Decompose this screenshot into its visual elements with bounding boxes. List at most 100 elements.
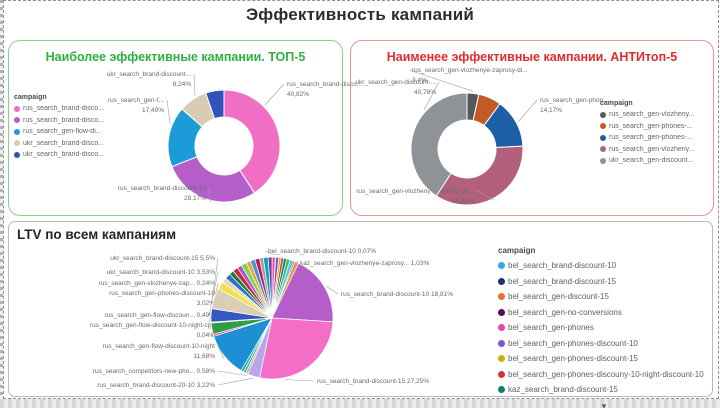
legend-item-label: ukr_search_gen-discount... <box>609 157 694 164</box>
slice-label: 28,17% <box>184 195 206 202</box>
legend-item[interactable]: bel_search_gen-phones-discount-15 <box>498 354 710 363</box>
legend-item-label: bel_search_gen-phones <box>508 323 594 332</box>
slice-label: rus_search_brand-disco... <box>287 81 362 88</box>
legend-item[interactable]: bel_search_brand-discount-10 <box>498 261 710 270</box>
legend-item[interactable]: bel_search_gen-phones <box>498 323 710 332</box>
callout-line <box>166 99 171 125</box>
legend-item[interactable]: bel_search_gen-phones-discount-10 <box>498 339 710 348</box>
legend-item-label: bel_search_gen-phones-discount-10 <box>508 338 638 348</box>
legend-items: rus_search_brand-disco... rus_search_bran… <box>14 105 122 158</box>
callout-line <box>423 81 440 111</box>
slice-label: rus_search_brand-discount-10 18,81% <box>341 291 453 298</box>
callout-line <box>326 286 339 295</box>
legend-swatch <box>600 111 606 118</box>
legend-item[interactable]: ukr_search_brand-disco... <box>14 151 122 158</box>
slice-label: kaz_search_gen-vlozhenye-zaprosy... 1,03… <box>300 260 429 267</box>
slice-label: rus_search_brand-discount-20-10 3,22% <box>97 382 215 389</box>
slice-label: 14,17% <box>540 107 562 114</box>
legend-item[interactable]: rus_search_gen-phones-... <box>600 123 710 130</box>
callout-line <box>285 379 315 382</box>
legend-item[interactable]: ukr_search_brand-disco... <box>14 140 122 147</box>
legend-item[interactable]: rus_search_gen-phones-... <box>600 134 710 141</box>
legend-item-label: rus_search_gen-phones-... <box>609 122 693 130</box>
legend-item[interactable]: ukr_search_gen-discount... <box>600 157 710 164</box>
pie-slice[interactable] <box>267 256 273 319</box>
legend-item[interactable]: kaz_search_brand-discount-15 <box>498 385 710 394</box>
callout-line <box>264 250 276 256</box>
legend-swatch <box>498 293 505 300</box>
slice-label: rus_search_gen-phones-discount-10 <box>109 290 215 297</box>
legend-item[interactable]: bel_search_brand-discount-15 <box>498 277 710 286</box>
legend-item[interactable]: bel_search_gen-no-conversions <box>498 308 710 317</box>
legend-item-label: bel_search_gen-phones-discouny-10-night-… <box>508 369 704 379</box>
legend-items: bel_search_brand-discount-10 bel_search_b… <box>498 261 710 394</box>
legend-item[interactable]: rus_search_brand-disco... <box>14 117 122 124</box>
legend-swatch <box>498 324 505 331</box>
legend-item[interactable]: rus_search_brand-disco... <box>14 105 122 112</box>
callout-line <box>208 187 212 203</box>
callout-line <box>217 377 254 386</box>
legend-title: campaign <box>14 94 47 101</box>
slice-label: 40,82% <box>287 91 309 98</box>
slice-label: 35,03% <box>452 198 474 205</box>
legend-title: campaign <box>498 246 536 255</box>
selection-marquee-bottom-strip <box>0 399 720 408</box>
panel-ltv-title: LTV по всем кампаниям <box>17 227 177 242</box>
callout-line <box>408 69 474 92</box>
pie-slice-ukrsearchgen-discount-[interactable] <box>410 92 468 197</box>
page-title: Эффективность кампаний <box>245 5 475 24</box>
legend-swatch <box>14 105 20 112</box>
legend-item[interactable]: rus_search_gen-vlozheny... <box>600 111 710 118</box>
legend-items: rus_search_gen-vlozheny... rus_search_gen… <box>600 111 710 164</box>
legend-item-label: rus_search_gen-vlozheny... <box>609 111 695 118</box>
legend-swatch <box>600 123 606 129</box>
slice-label: rus_search_gen-vlozhenye-zaprosy-ph... <box>356 188 474 195</box>
slice-label: 3,4% <box>412 77 427 84</box>
panel-ltv: LTV по всем кампаниям <box>8 221 713 397</box>
callout-line <box>217 345 225 359</box>
legend-swatch <box>600 146 606 152</box>
callout-line <box>264 83 285 106</box>
legend-item-label: rus_search_brand-disco... <box>23 105 104 112</box>
callout-line <box>217 370 247 376</box>
legend-swatch <box>498 262 505 269</box>
legend-swatch <box>498 355 505 362</box>
panel-top5-title: Наиболее эффективные кампании. ТОП-5 <box>45 50 306 64</box>
legend-item[interactable]: rus_search_gen-flow-di... <box>14 128 122 135</box>
slice-label: rus_search_gen-phon... <box>540 97 609 104</box>
callout-line <box>296 260 299 264</box>
legend-item-label: kaz_search_brand-discount-15 <box>508 385 618 394</box>
legend-swatch <box>14 128 20 135</box>
slice-label: rus_search_gen-vlozhenye-zap... 0,24% <box>99 280 216 287</box>
callout-line <box>517 99 538 122</box>
legend-swatch <box>14 117 20 123</box>
legend-item-label: ukr_search_brand-disco... <box>23 139 104 147</box>
legend-swatch <box>498 386 505 393</box>
legend-anti5: campaign rus_search_gen-vlozheny... rus_s… <box>600 100 710 169</box>
legend-item-label: bel_search_gen-phones-discount-15 <box>508 354 638 363</box>
panel-anti5-title: Наименее эффективные кампании. АНТИтоп-5 <box>386 50 678 64</box>
pie-slice[interactable] <box>205 89 225 120</box>
slice-label: bel_search_brand-discount-10 0,07% <box>268 248 376 255</box>
legend-scroll-down-icon[interactable]: ▾ <box>601 400 607 408</box>
pie-slice-russearchbrand-disco[interactable] <box>223 89 281 194</box>
callout-line <box>476 190 495 201</box>
slice-label: 40,78% <box>414 89 436 96</box>
legend-swatch <box>600 134 606 141</box>
pie-slice-russearchbrand-discount-15[interactable] <box>259 317 334 380</box>
legend-swatch <box>498 339 505 347</box>
pie-slice-russearchgen-vlozhenye-zaprosy-ph[interactable] <box>435 145 524 206</box>
legend-item-label: bel_search_brand-discount-10 <box>508 261 617 270</box>
legend-item[interactable]: bel_search_gen-phones-discouny-10-night-… <box>498 370 710 379</box>
legend-item-label: rus_search_gen-flow-di... <box>23 128 102 135</box>
pie-slice-russearchbrand-discount-10[interactable] <box>271 262 334 323</box>
legend-swatch <box>498 277 505 285</box>
legend-swatch <box>600 157 606 164</box>
slice-label: ukr_search_brand-discount-15 5,5% <box>110 255 215 262</box>
legend-item-label: ukr_search_brand-disco... <box>23 151 104 158</box>
legend-item[interactable]: bel_search_gen-discount-15 <box>498 292 710 301</box>
legend-item-label: bel_search_brand-discount-15 <box>508 276 617 286</box>
legend-item[interactable]: rus_search_gen-vlozheny... <box>600 146 710 153</box>
legend-item-label: bel_search_gen-discount-15 <box>508 292 609 301</box>
